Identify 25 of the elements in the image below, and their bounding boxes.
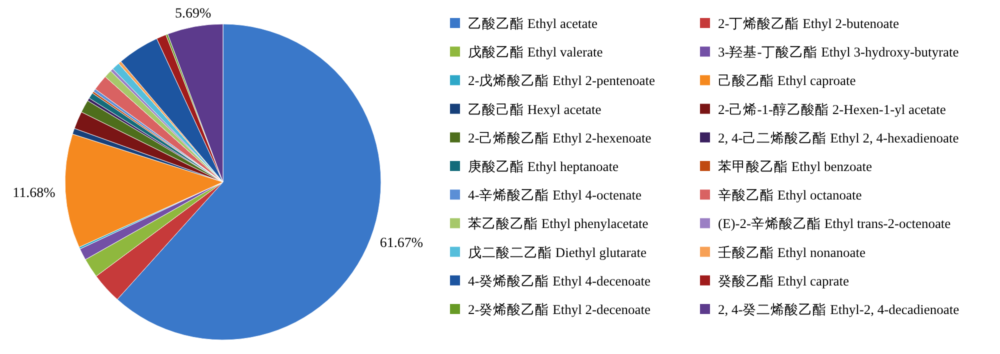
data-label: 61.67% [380,236,424,252]
legend-label: 戊二酸二乙酯 Diethyl glutarate [468,244,646,260]
legend-label: 2-己烯酸乙酯 Ethyl 2-hexenoate [468,130,652,146]
legend-label: 2-戊烯酸乙酯 Ethyl 2-pentenoate [468,73,655,88]
legend-label: 癸酸乙酯 Ethyl caprate [718,273,849,288]
legend-label: 壬酸乙酯 Ethyl nonanoate [718,244,866,260]
legend-label: 戊酸乙酯 Ethyl valerate [468,44,603,60]
legend-label: 乙酸乙酯 Ethyl acetate [468,16,598,31]
legend-label: 苯甲酸乙酯 Ethyl benzoate [718,159,872,174]
legend-label: 4-辛烯酸乙酯 Ethyl 4-octenate [468,188,642,203]
legend-label: 苯乙酸乙酯 Ethyl phenylacetate [468,216,648,232]
legend-label: 2, 4-己二烯酸乙酯 Ethyl 2, 4-hexadienoate [718,130,959,146]
legend-label: 2-癸烯酸乙酯 Ethyl 2-decenoate [468,302,650,317]
legend-label: 3-羟基-丁酸乙酯 Ethyl 3-hydroxy-butyrate [718,44,959,60]
legend-label: 2-己烯-1-醇乙酸酯 2-Hexen-1-yl acetate [718,102,946,117]
legend-label: 4-癸烯酸乙酯 Ethyl 4-decenoate [468,273,650,288]
legend-label: 庚酸乙酯 Ethyl heptanoate [468,159,618,174]
legend-label: 2, 4-癸二烯酸乙酯 Ethyl-2, 4-decadienoate [718,302,960,317]
legend-label: 己酸乙酯 Ethyl caproate [718,73,856,88]
legend-label: 乙酸己酯 Hexyl acetate [468,102,602,117]
data-label: 5.69% [175,6,212,22]
data-label: 11.68% [12,186,56,201]
legend-label: (E)-2-辛烯酸乙酯 Ethyl trans-2-octenoate [718,216,951,232]
legend-label: 辛酸乙酯 Ethyl octanoate [718,188,862,203]
legend-label: 2-丁烯酸乙酯 Ethyl 2-butenoate [718,16,899,31]
